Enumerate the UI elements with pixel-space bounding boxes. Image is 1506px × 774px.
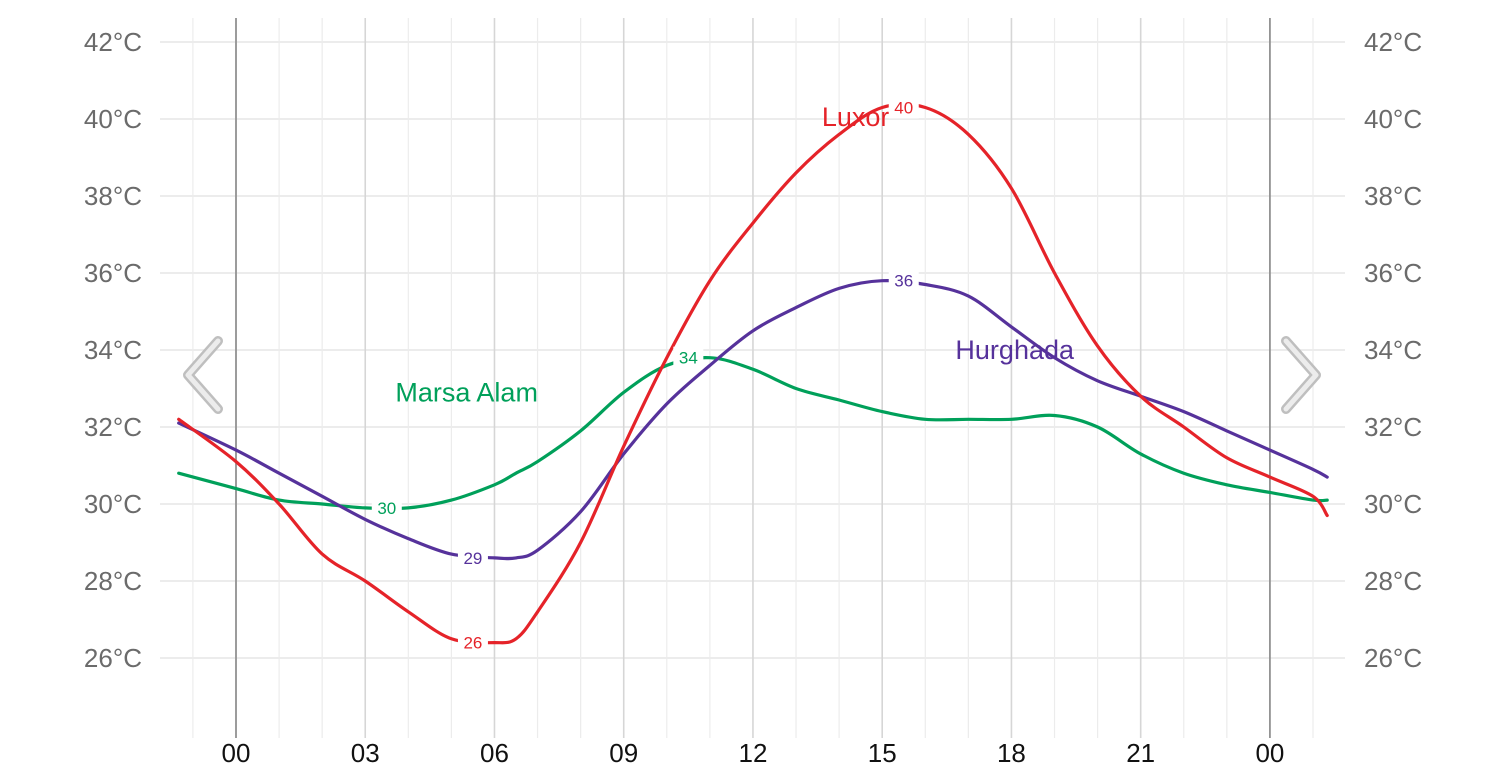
series-name-marsa-alam: Marsa Alam	[395, 377, 538, 407]
x-tick-label: 09	[609, 738, 638, 768]
series-line-hurghada	[177, 278, 1329, 561]
series-name-hurghada: Hurghada	[955, 335, 1075, 365]
y-tick-label-right: 28°C	[1364, 566, 1422, 596]
y-tick-label-right: 42°C	[1364, 27, 1422, 57]
next-button[interactable]	[1276, 335, 1326, 415]
point-label-marsa-alam: 34	[679, 349, 698, 368]
point-label-hurghada: 29	[463, 549, 482, 568]
series-line-luxor	[177, 102, 1329, 645]
y-tick-label-left: 26°C	[84, 643, 142, 673]
y-tick-label-left: 34°C	[84, 335, 142, 365]
series-labels: Marsa Alam 30 34 Hurghada 29 36 Luxor 26 40	[371, 96, 1075, 654]
y-tick-label-right: 34°C	[1364, 335, 1422, 365]
y-tick-label-left: 32°C	[84, 412, 142, 442]
y-tick-label-left: 30°C	[84, 489, 142, 519]
point-label-luxor: 40	[894, 98, 913, 117]
point-label-bg	[371, 496, 402, 519]
x-tick-label: 00	[1255, 738, 1284, 768]
x-tick-label: 06	[480, 738, 509, 768]
y-tick-label-left: 42°C	[84, 27, 142, 57]
y-tick-label-right: 32°C	[1364, 412, 1422, 442]
x-tick-label: 12	[738, 738, 767, 768]
y-tick-label-left: 38°C	[84, 181, 142, 211]
y-tick-label-right: 36°C	[1364, 258, 1422, 288]
y-tick-label-left: 36°C	[84, 258, 142, 288]
y-tick-label-right: 38°C	[1364, 181, 1422, 211]
point-label-marsa-alam: 30	[377, 499, 396, 518]
point-label-bg	[888, 269, 919, 292]
x-tick-label: 21	[1126, 738, 1155, 768]
chevron-right-icon	[1281, 336, 1321, 414]
point-label-bg	[888, 96, 919, 119]
x-tick-label: 18	[997, 738, 1026, 768]
x-tick-label: 03	[351, 738, 380, 768]
y-tick-label-right: 40°C	[1364, 104, 1422, 134]
point-label-luxor: 26	[463, 634, 482, 653]
grid	[160, 18, 1345, 738]
chevron-left-icon	[183, 336, 223, 414]
x-tick-label: 00	[222, 738, 251, 768]
point-label-bg	[457, 546, 488, 569]
y-tick-label-left: 28°C	[84, 566, 142, 596]
point-label-hurghada: 36	[894, 272, 913, 291]
point-label-bg	[673, 346, 704, 369]
y-tick-label-right: 26°C	[1364, 643, 1422, 673]
y-tick-label-left: 40°C	[84, 104, 142, 134]
x-tick-label: 15	[868, 738, 897, 768]
point-label-bg	[457, 631, 488, 654]
series-name-luxor: Luxor	[822, 102, 890, 132]
prev-button[interactable]	[178, 335, 228, 415]
y-tick-label-right: 30°C	[1364, 489, 1422, 519]
axes: 26°C 26°C 28°C 28°C 30°C 30°C 32°C 32°C 34°C 34°C…	[84, 27, 1422, 768]
